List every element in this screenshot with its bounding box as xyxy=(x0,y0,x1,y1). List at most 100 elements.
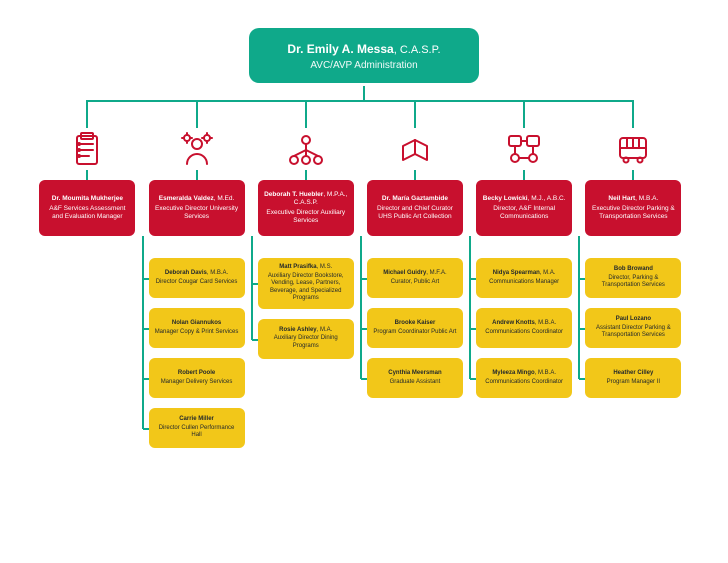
sub-node: Paul Lozano Assistant Director Parking & … xyxy=(585,308,681,348)
sub-title: Communications Manager xyxy=(481,279,567,287)
sub-column: Nidya Spearman, M.A. Communications Manag… xyxy=(476,258,572,408)
sub-title: Communications Coordinator xyxy=(481,379,567,387)
dept-credentials: , M.J., A.B.C. xyxy=(528,195,566,202)
dept-stem-below-icon xyxy=(305,170,307,180)
dept-node: Dr. Moumita Mukherjee A&F Services Assess… xyxy=(39,180,135,236)
sub-credentials: , M.A. xyxy=(317,327,333,333)
sub-node: Nidya Spearman, M.A. Communications Manag… xyxy=(476,258,572,298)
dept-node: Deborah T. Huebler, M.P.A., C.A.S.P.Exec… xyxy=(258,180,354,236)
dept-stem xyxy=(86,100,88,128)
icon-row xyxy=(0,130,728,170)
sub-credentials: , M.B.A. xyxy=(535,370,556,376)
dept-name: Esmeralda Valdez xyxy=(159,195,214,202)
network-icon xyxy=(286,130,326,170)
sub-credentials: , M.B.A. xyxy=(207,270,228,276)
sub-node: Robert Poole Manager Delivery Services xyxy=(149,358,245,398)
sub-title: Manager Copy & Print Services xyxy=(154,329,240,337)
sub-name: Rosie Ashley xyxy=(279,327,316,333)
dept-stem-below-icon xyxy=(196,170,198,180)
sub-column: Deborah Davis, M.B.A. Director Cougar Car… xyxy=(149,258,245,458)
dept-title: Director, A&F Internal Communications xyxy=(482,205,566,221)
dept-title: Executive Director Parking & Transportat… xyxy=(591,205,675,221)
gears-person-icon xyxy=(177,130,217,170)
sub-column: Matt Prasifka, M.S.Auxiliary Director Bo… xyxy=(258,258,354,369)
dept-stem xyxy=(523,100,525,128)
dept-credentials: , M.Ed. xyxy=(214,195,235,202)
sub-spine xyxy=(469,236,471,379)
sub-node: Matt Prasifka, M.S.Auxiliary Director Bo… xyxy=(258,258,354,309)
sub-credentials: , M.B.A. xyxy=(535,320,556,326)
root-stem xyxy=(363,86,365,100)
org-chart: Dr. Emily A. Messa, C.A.S.P. AVC/AVP Adm… xyxy=(0,0,728,563)
dept-title: A&F Services Assessment and Evaluation M… xyxy=(45,205,129,221)
sub-title: Program Coordinator Public Art xyxy=(372,329,458,337)
dept-title: Director and Chief Curator UHS Public Ar… xyxy=(373,205,457,221)
sub-title: Director, Parking & Transportation Servi… xyxy=(590,275,676,290)
dept-name: Neil Hart xyxy=(608,195,635,202)
sub-spine xyxy=(251,236,253,340)
branch-line xyxy=(87,100,633,102)
sub-name: Michael Guidry xyxy=(383,270,426,276)
sub-node: Bob Browand Director, Parking & Transport… xyxy=(585,258,681,298)
sub-node: Nolan GiannukosManager Copy & Print Serv… xyxy=(149,308,245,348)
dept-name: Becky Lowicki xyxy=(483,195,528,202)
sub-title: Curator, Public Art xyxy=(372,279,458,287)
dept-stem-below-icon xyxy=(523,170,525,180)
sub-title: Assistant Director Parking & Transportat… xyxy=(590,325,676,340)
sub-name: Deborah Davis xyxy=(165,270,207,276)
sub-column: Michael Guidry, M.F.A. Curator, Public Ar… xyxy=(367,258,463,408)
sub-name: Robert Poole xyxy=(178,370,215,376)
dept-name: Dr. Moumita Mukherjee xyxy=(52,195,123,202)
sub-node: Carrie MillerDirector Cullen Performance… xyxy=(149,408,245,448)
dept-stem xyxy=(414,100,416,128)
dept-credentials: , M.B.A. xyxy=(635,195,658,202)
sub-spine xyxy=(360,236,362,379)
sub-name: Bob Browand xyxy=(614,266,653,272)
bus-icon xyxy=(613,130,653,170)
book-icon xyxy=(395,130,435,170)
dept-stem xyxy=(632,100,634,128)
sub-title: Auxiliary Director Bookstore, Vending, L… xyxy=(263,273,349,303)
sub-node: Brooke Kaiser Program Coordinator Public … xyxy=(367,308,463,348)
dept-node: Becky Lowicki, M.J., A.B.C. Director, A&F… xyxy=(476,180,572,236)
sub-title: Communications Coordinator xyxy=(481,329,567,337)
dept-title: Executive Director University Services xyxy=(155,205,239,221)
sub-name: Myleeza Mingo xyxy=(492,370,534,376)
sub-name: Brooke Kaiser xyxy=(395,320,436,326)
sub-title: Graduate Assistant xyxy=(372,379,458,387)
sub-node: Heather CilleyProgram Manager II xyxy=(585,358,681,398)
sub-name: Cynthia Meersman xyxy=(388,370,441,376)
dept-name: Deborah T. Huebler xyxy=(264,191,323,198)
sub-credentials: , M.A. xyxy=(540,270,556,276)
sub-node: Rosie Ashley, M.A. Auxiliary Director Din… xyxy=(258,319,354,359)
sub-name: Andrew Knotts xyxy=(492,320,535,326)
sub-credentials: , M.F.A. xyxy=(426,270,446,276)
sub-node: Andrew Knotts, M.B.A. Communications Coor… xyxy=(476,308,572,348)
root-title: AVC/AVP Administration xyxy=(275,60,453,71)
dept-node: Dr. María GaztambideDirector and Chief C… xyxy=(367,180,463,236)
sub-spine xyxy=(578,236,580,379)
clipboard-icon xyxy=(67,130,107,170)
sub-node: Myleeza Mingo, M.B.A. Communications Coor… xyxy=(476,358,572,398)
dept-title: Executive Director Auxiliary Services xyxy=(264,209,348,225)
sub-name: Paul Lozano xyxy=(616,316,651,322)
sub-column: Bob Browand Director, Parking & Transport… xyxy=(585,258,681,408)
sub-spine xyxy=(142,236,144,429)
dept-stem-below-icon xyxy=(86,170,88,180)
sub-title: Manager Delivery Services xyxy=(154,379,240,387)
dept-node: Esmeralda Valdez, M.Ed. Executive Directo… xyxy=(149,180,245,236)
dept-stem xyxy=(196,100,198,128)
sub-title: Director Cougar Card Services xyxy=(154,279,240,287)
sub-name: Nidya Spearman xyxy=(493,270,540,276)
sub-node: Deborah Davis, M.B.A. Director Cougar Car… xyxy=(149,258,245,298)
sub-name: Heather Cilley xyxy=(613,370,653,376)
sub-node: Michael Guidry, M.F.A. Curator, Public Ar… xyxy=(367,258,463,298)
dept-stem xyxy=(305,100,307,128)
sub-title: Auxiliary Director Dining Programs xyxy=(263,335,349,350)
dept-node: Neil Hart, M.B.A. Executive Director Park… xyxy=(585,180,681,236)
sub-node: Cynthia Meersman Graduate Assistant xyxy=(367,358,463,398)
root-node: Dr. Emily A. Messa, C.A.S.P. AVC/AVP Adm… xyxy=(249,28,479,83)
sub-name: Carrie Miller xyxy=(179,416,214,422)
sub-credentials: , M.S. xyxy=(317,264,333,270)
dept-stem-below-icon xyxy=(414,170,416,180)
